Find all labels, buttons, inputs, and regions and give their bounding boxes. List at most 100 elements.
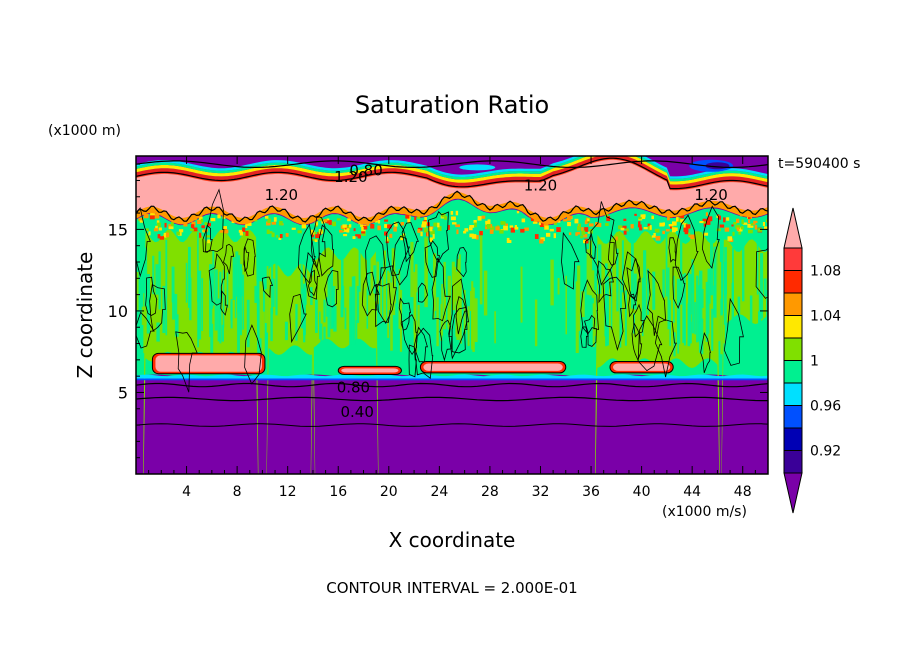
x-unit-label: (x1000 m/s)	[662, 504, 747, 520]
transition-speckle	[589, 223, 594, 227]
contour-line-small	[755, 247, 768, 299]
x-tick-label: 20	[380, 484, 398, 500]
streak	[222, 269, 225, 328]
colorbar-box	[783, 247, 803, 271]
transition-speckle	[315, 234, 320, 239]
transition-speckle	[549, 228, 554, 232]
streak	[472, 287, 475, 352]
transition-speckle	[276, 235, 279, 238]
contour-line-small	[602, 276, 627, 352]
transition-speckle	[702, 218, 708, 223]
transition-speckle	[384, 224, 389, 228]
streak	[604, 263, 608, 304]
transition-speckle	[469, 225, 475, 228]
streak	[723, 280, 727, 325]
contour-line-small	[408, 344, 417, 378]
streak	[398, 269, 401, 329]
contour-label: 0.80	[337, 379, 370, 397]
streak	[171, 266, 175, 303]
contour-interval-footer: CONTOUR INTERVAL = 2.000E-01	[326, 579, 577, 597]
streak	[367, 222, 371, 296]
contour-line-small	[401, 222, 419, 263]
transition-speckle	[703, 232, 709, 236]
contour-line-small	[631, 322, 643, 361]
transition-speckle	[437, 222, 440, 228]
transition-speckle	[271, 221, 277, 225]
transition-speckle	[544, 225, 549, 230]
transition-speckle	[605, 223, 609, 226]
transition-speckle	[620, 227, 625, 231]
streak	[742, 230, 745, 302]
transition-speckle	[248, 231, 252, 234]
contour-line-small	[324, 269, 339, 308]
streak	[696, 275, 699, 343]
contour-line-small	[583, 314, 597, 347]
x-tick-label: 28	[481, 484, 499, 500]
streak	[230, 302, 233, 321]
streak	[353, 276, 356, 345]
x-tick-label: 44	[683, 484, 701, 500]
contour-line-small	[297, 223, 316, 284]
transition-speckle	[192, 227, 198, 232]
transition-speckle	[618, 225, 623, 230]
upper-cyan-patch	[459, 164, 496, 171]
contour-line-small	[385, 221, 411, 277]
contour-line-small	[424, 240, 441, 278]
streak	[295, 304, 298, 341]
transition-speckle	[420, 231, 423, 237]
transition-speckle	[266, 229, 270, 234]
transition-speckle	[158, 227, 162, 231]
streak	[189, 277, 192, 321]
colorbar-box	[783, 450, 803, 474]
transition-speckle	[352, 236, 356, 239]
x-tick-label: 4	[182, 484, 191, 500]
transition-speckle	[178, 229, 184, 233]
contour-line-small	[561, 231, 580, 290]
transition-speckle	[318, 216, 323, 222]
transition-speckle	[751, 223, 755, 226]
transition-speckle	[414, 216, 417, 221]
y-axis-label: Z coordinate	[73, 252, 97, 379]
transition-speckle	[749, 225, 754, 228]
transition-speckle	[223, 229, 229, 234]
streak	[470, 291, 472, 311]
transition-speckle	[668, 224, 674, 227]
transition-speckle	[426, 231, 429, 237]
transition-speckle	[543, 223, 549, 227]
contour-line-small	[310, 215, 326, 270]
transition-speckle	[737, 227, 743, 232]
transition-speckle	[473, 220, 477, 224]
transition-speckle	[754, 224, 758, 230]
lens-pink-core	[423, 363, 563, 371]
streak	[235, 251, 239, 297]
contour-line-small	[223, 243, 235, 275]
streak	[631, 239, 634, 309]
transition-speckle	[747, 224, 751, 228]
transition-speckle	[621, 235, 624, 241]
streak	[737, 296, 741, 320]
transition-speckle	[707, 216, 713, 222]
streak	[707, 268, 711, 304]
streak	[451, 261, 455, 305]
streak	[494, 311, 496, 344]
transition-speckle	[506, 240, 512, 243]
transition-speckle	[488, 224, 493, 228]
streak	[722, 313, 725, 344]
transition-speckle	[699, 221, 704, 224]
x-axis: 4 8 12 16 20 24 28 32 36 40 44 48	[148, 156, 756, 500]
transition-speckle	[634, 213, 637, 216]
contour-lines	[136, 157, 768, 427]
transition-speckle	[154, 213, 160, 219]
transition-speckle	[623, 230, 627, 235]
transition-speckle	[680, 219, 685, 223]
transition-speckle	[424, 227, 428, 233]
transition-speckle	[583, 233, 588, 238]
transition-speckle	[155, 225, 158, 230]
transition-speckle	[447, 225, 450, 230]
contour-line-small	[318, 224, 334, 277]
transition-speckle	[204, 222, 208, 226]
streak	[479, 235, 483, 305]
transition-speckle	[506, 237, 510, 241]
transition-speckle	[655, 235, 661, 241]
